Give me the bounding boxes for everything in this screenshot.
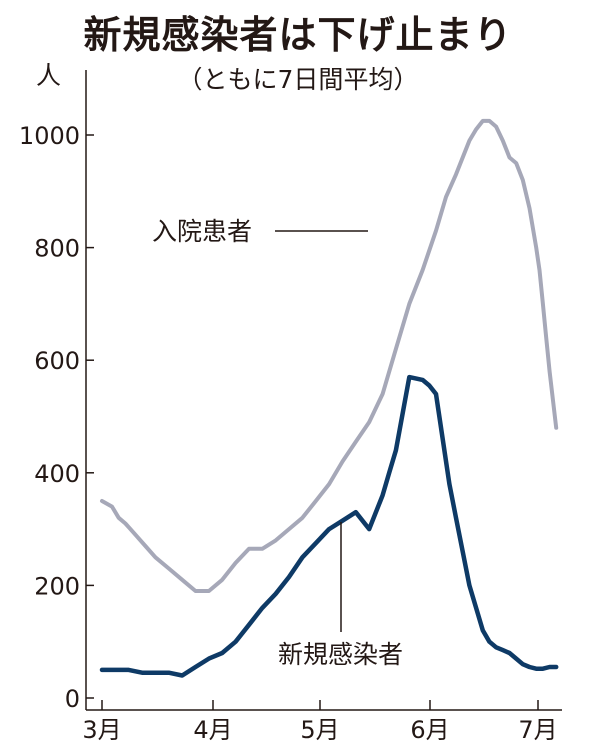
chart-subtitle: （ともに7日間平均）	[177, 65, 419, 94]
x-tick-label: 6月	[410, 716, 449, 744]
new-cases-label: 新規感染者	[278, 640, 403, 669]
series-lines	[99, 118, 559, 678]
series-line-inpatients	[100, 118, 559, 593]
x-tick-label: 7月	[518, 716, 557, 744]
chart-title: 新規感染者は下げ止まり	[83, 13, 513, 57]
x-tick-label: 4月	[193, 716, 232, 744]
series-line-new-cases	[99, 374, 559, 678]
y-tick-label: 600	[34, 347, 80, 375]
y-tick-label: 200	[34, 572, 80, 600]
y-axis: 0 200 400 600 800 1000	[19, 70, 94, 713]
x-tick-label: 3月	[82, 716, 121, 744]
y-axis-unit: 人	[36, 61, 61, 90]
inpatients-label: 入院患者	[152, 217, 252, 246]
y-tick-label: 400	[34, 460, 80, 488]
y-tick-label: 0	[65, 685, 80, 713]
y-tick-label: 800	[34, 235, 80, 263]
x-axis: 3月 4月 5月 6月 7月	[82, 700, 562, 744]
x-tick-label: 5月	[300, 716, 339, 744]
y-tick-label: 1000	[19, 122, 80, 150]
